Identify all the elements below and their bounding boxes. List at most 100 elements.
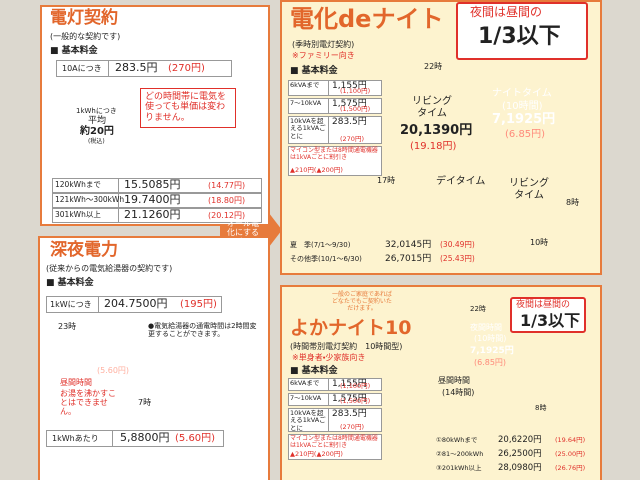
rate-label: 6kVAまで — [290, 379, 320, 387]
basic-price: 283.5円 — [115, 61, 158, 74]
hour-label: 22時 — [470, 305, 486, 313]
rate-price-excl: (1,500円) — [340, 397, 371, 405]
section-label: ■ 基本料金 — [50, 46, 98, 56]
callout — [140, 88, 236, 128]
rate-price-excl: (18.80円) — [208, 196, 246, 205]
discount-row — [288, 146, 382, 176]
pie-label: (10時間) — [502, 101, 543, 112]
callout — [510, 297, 586, 333]
pie-value-excl: (6.85円) — [474, 358, 507, 367]
rate-row — [288, 116, 382, 144]
divider — [328, 80, 329, 96]
rate-price: 1,575円 — [332, 394, 367, 404]
rate-price: 15.5085円 — [124, 178, 181, 191]
divider — [328, 408, 329, 432]
basic-row — [56, 60, 232, 77]
rate-price: 283.5円 — [332, 117, 367, 127]
tier-price: 20,6220円 — [498, 435, 542, 445]
rate-row — [288, 98, 382, 114]
hour-label: 8時 — [535, 404, 547, 412]
callout-text: 夜間は昼間の — [516, 300, 571, 310]
rate-price-excl: (1,100円) — [340, 382, 371, 390]
panel-title: 深夜電力 — [50, 240, 118, 260]
hour-label: 22時 — [424, 62, 443, 71]
hour-label: 23時 — [58, 322, 77, 331]
rate-row — [288, 80, 382, 96]
callout-text: 1/3以下 — [478, 24, 561, 49]
rate-label: 7〜10kVA — [290, 99, 322, 107]
rate-price-excl: (270円) — [340, 135, 364, 143]
hour-label: 8時 — [566, 198, 580, 207]
pie-value: 7,1925円 — [470, 346, 514, 356]
rate-row — [52, 178, 262, 193]
rate-price: 21.1260円 — [124, 208, 181, 221]
rate-price-excl: (20.12円) — [208, 211, 246, 220]
season-price-excl: (25.43円) — [440, 254, 475, 263]
season-label: 夏 季(7/1〜9/30) — [290, 241, 351, 249]
basic-row — [46, 296, 222, 313]
rate-price-excl: (1,100円) — [340, 87, 371, 95]
rate-row — [288, 408, 382, 432]
tier-label: ②81〜200kWh — [436, 450, 484, 458]
rate-row — [288, 393, 382, 406]
pie-label: 昼間時間 — [438, 376, 470, 385]
panel-subtitle: (季時別電灯契約) — [292, 40, 355, 49]
rate-row — [52, 208, 262, 223]
panel-title: よかナイト10 — [290, 317, 412, 339]
divider — [118, 193, 119, 208]
rate-label: 7〜10kVA — [290, 394, 322, 402]
average-text: 約20円 — [80, 126, 114, 137]
divider — [328, 393, 329, 406]
rate-price-excl: (1,500円) — [340, 105, 371, 113]
panel-subtitle: (時間帯別電灯契約 10時間型) — [290, 342, 403, 351]
pie-label: 夜間時間 — [470, 323, 502, 332]
pie-value-excl: (6.85円) — [505, 129, 546, 140]
tier-price: 26,2500円 — [498, 449, 542, 459]
rate-price: 1,155円 — [332, 81, 367, 91]
note: ●電気給湯器の通電時間は2時間変更することができます。 — [148, 322, 257, 339]
rate-label: 120kWhまで — [55, 180, 101, 189]
divider — [118, 178, 119, 193]
rate-price: 1,155円 — [332, 379, 367, 389]
rate-row — [52, 193, 262, 208]
arrow-text: オール電化にすると — [226, 219, 260, 247]
divider — [328, 378, 329, 391]
season-label: その他季(10/1〜6/30) — [290, 255, 362, 263]
hour-label: 7時 — [138, 398, 152, 407]
tier-label: ③201kWh以上 — [436, 464, 482, 472]
basic-price-excl: (195円) — [180, 299, 217, 310]
divider — [328, 98, 329, 114]
callout-text: 1/3以下 — [520, 311, 581, 330]
callout-text: どの時間帯に電気を使っても単価は変わりません。 — [145, 92, 227, 123]
rate-price: 5,8800円 — [120, 431, 170, 444]
basic-unit: 1kWにつき — [50, 300, 92, 309]
basic-price-excl: (270円) — [168, 63, 205, 74]
divider — [328, 116, 329, 144]
pie-label: (10時間) — [474, 334, 507, 343]
rate-price: 1,575円 — [332, 99, 367, 109]
pie-value-excl: (19.18円) — [410, 141, 457, 152]
divider — [112, 430, 113, 447]
pie-label: (5.60円) — [97, 366, 130, 375]
basic-price: 204.7500円 — [104, 297, 168, 310]
rate-price-excl: (14.77円) — [208, 181, 246, 190]
tier-price-excl: (26.76円) — [555, 464, 586, 472]
rate-label: 301kWh以上 — [55, 210, 101, 219]
pie-label: お湯を沸かすことはできません。 — [60, 389, 116, 417]
season-price-excl: (30.49円) — [440, 240, 475, 249]
panel-subtitle: (従来からの電気給湯器の契約です) — [46, 264, 173, 273]
rate-label: 1kWhあたり — [52, 434, 99, 443]
pie-value: 20,1390円 — [400, 123, 473, 138]
tier-price: 28,0980円 — [498, 463, 542, 473]
discount-row — [288, 434, 382, 460]
section-label: ■ 基本料金 — [46, 278, 94, 288]
tier-price-excl: (19.64円) — [555, 436, 586, 444]
pie-label: 昼間時間 — [60, 378, 92, 387]
pie-label: 夜間時間 — [94, 346, 126, 355]
panel-title: 電灯契約 — [50, 8, 118, 28]
panel-subtitle: (一般的な契約です) — [50, 32, 121, 41]
hour-label: 10時 — [530, 238, 549, 247]
divider — [98, 296, 99, 313]
rate-label: 6kVAまで — [290, 81, 320, 89]
rate-row — [288, 378, 382, 391]
